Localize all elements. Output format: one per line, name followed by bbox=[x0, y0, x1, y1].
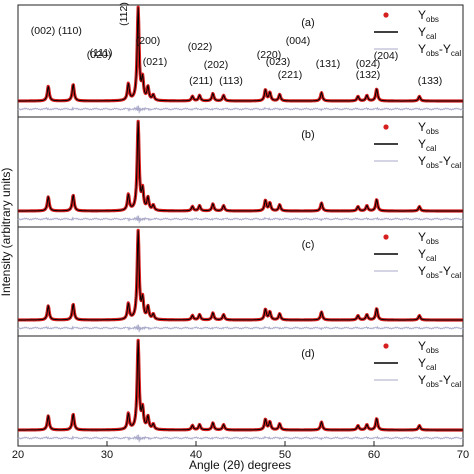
reflection-label: (113) bbox=[219, 75, 243, 87]
legend-label: Ycal bbox=[418, 137, 436, 153]
reflection-labels: (002) (110) (111)(020) (112) (200) (021) (211)… bbox=[31, 2, 443, 87]
legend-label: Yobs bbox=[418, 339, 439, 355]
reflection-label: (022) bbox=[188, 41, 213, 53]
series-difference bbox=[17, 324, 464, 333]
reflection-label: (220) bbox=[257, 49, 282, 61]
legend-item-diff: Yobs-Ycal bbox=[374, 264, 461, 280]
legend-item-cal: Ycal bbox=[374, 25, 436, 41]
legend-item-diff: Yobs-Ycal bbox=[374, 373, 461, 389]
x-tick-label: 40 bbox=[190, 449, 202, 461]
x-tick-label: 20 bbox=[12, 449, 24, 461]
reflection-label: (211) bbox=[189, 75, 213, 87]
reflection-label: (002) bbox=[31, 25, 56, 37]
legend-label: Yobs-Ycal bbox=[418, 42, 461, 58]
y-axis-label: Intensity (arbitrary units) bbox=[0, 168, 13, 297]
legend-item-obs: Yobs bbox=[383, 230, 439, 246]
legend-item-cal: Ycal bbox=[374, 137, 436, 153]
series-difference bbox=[17, 215, 464, 224]
x-tick-label: 30 bbox=[101, 449, 113, 461]
legend-item-obs: Yobs bbox=[383, 120, 439, 136]
reflection-label: (004) bbox=[286, 35, 311, 47]
legend-item-diff: Yobs-Ycal bbox=[374, 154, 461, 170]
reflection-label: (023) bbox=[266, 56, 291, 68]
series-calculated bbox=[17, 7, 463, 102]
reflection-label: (131) bbox=[316, 58, 341, 70]
series-calculated bbox=[18, 230, 463, 321]
reflection-label: (021) bbox=[143, 56, 168, 68]
legend-item-obs: Yobs bbox=[383, 8, 439, 24]
legend-marker-dot bbox=[383, 12, 389, 18]
legend-label: Yobs bbox=[418, 120, 439, 136]
series-difference bbox=[17, 434, 464, 443]
legend-label: Ycal bbox=[418, 247, 436, 263]
legend-marker-dot bbox=[383, 343, 389, 349]
reflection-label: (133) bbox=[418, 75, 443, 87]
panel-label: (b) bbox=[301, 129, 314, 141]
panel-frame bbox=[17, 335, 464, 447]
series-observed bbox=[16, 338, 465, 432]
reflection-label: (204) bbox=[374, 50, 399, 62]
reflection-label: (112) bbox=[118, 2, 130, 26]
legend-label: Yobs-Ycal bbox=[418, 373, 461, 389]
reflection-label: (221) bbox=[278, 69, 303, 81]
x-tick-label: 70 bbox=[457, 449, 469, 461]
reflection-label: (024) bbox=[356, 58, 381, 70]
x-axis-label: Angle (2θ) degrees bbox=[189, 458, 291, 472]
panel-label: (d) bbox=[301, 348, 314, 360]
legend-label: Yobs-Ycal bbox=[418, 264, 461, 280]
series-observed bbox=[16, 228, 465, 322]
reflection-label: (202) bbox=[204, 59, 229, 71]
legend-item-diff: Yobs-Ycal bbox=[374, 42, 461, 58]
legend-item-cal: Ycal bbox=[374, 247, 436, 263]
x-axis-ticks: 20 30 40 50 60 70 bbox=[12, 441, 469, 461]
legend-label: Yobs-Ycal bbox=[418, 154, 461, 170]
legend-label: Yobs bbox=[418, 8, 439, 24]
legend-item-cal: Ycal bbox=[374, 356, 436, 372]
legend-marker-dot bbox=[383, 234, 389, 240]
reflection-label: (020) bbox=[87, 49, 112, 61]
legend-label: Ycal bbox=[418, 356, 436, 372]
reflection-label: (111) bbox=[90, 47, 113, 59]
panel-label: (c) bbox=[302, 239, 315, 251]
panels-group: (a)YobsYcalYobs-Ycal(b)YobsYcalYobs-Ycal… bbox=[16, 4, 465, 447]
reflection-label: (200) bbox=[136, 35, 161, 47]
series-difference bbox=[17, 105, 464, 114]
legend-marker-dot bbox=[383, 124, 389, 130]
series-observed bbox=[16, 119, 465, 213]
series-calculated bbox=[18, 121, 463, 212]
panel-label: (a) bbox=[301, 17, 314, 29]
reflection-label: (110) bbox=[58, 25, 82, 37]
series-calculated bbox=[18, 340, 463, 431]
x-tick-label: 60 bbox=[368, 449, 380, 461]
legend-label: Ycal bbox=[418, 25, 436, 41]
legend-label: Yobs bbox=[418, 230, 439, 246]
reflection-label: (132) bbox=[356, 69, 381, 81]
legend-item-obs: Yobs bbox=[383, 339, 439, 355]
x-tick-label: 50 bbox=[279, 449, 291, 461]
